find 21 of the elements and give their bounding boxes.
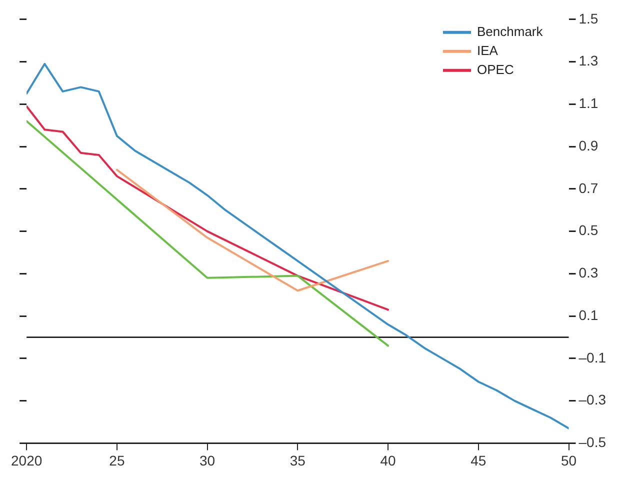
y-tick-label: 1.5 xyxy=(578,10,598,26)
x-tick-label: 35 xyxy=(290,452,306,468)
x-tick-label: 30 xyxy=(200,452,216,468)
y-tick-label: –0.3 xyxy=(578,392,606,408)
y-tick-label: 0.9 xyxy=(578,137,598,154)
x-tick-label: 2020 xyxy=(10,452,42,468)
x-tick-label: 40 xyxy=(380,452,396,468)
y-tick-label: 1.3 xyxy=(578,52,598,69)
x-tick-label: 50 xyxy=(560,452,577,468)
legend-label: IEA xyxy=(477,42,498,58)
y-tick-label: 0.3 xyxy=(578,264,598,281)
legend-label: Benchmark xyxy=(477,24,544,39)
x-tick-label: 45 xyxy=(470,452,486,468)
y-tick-label: 0.5 xyxy=(578,222,598,238)
y-tick-label: 0.7 xyxy=(578,180,598,196)
x-tick-label: 25 xyxy=(109,452,125,468)
legend-label: OPEC xyxy=(477,62,514,77)
y-tick-label: 1.1 xyxy=(578,95,598,112)
y-tick-label: –0.5 xyxy=(578,434,606,450)
y-tick-label: –0.1 xyxy=(578,349,606,366)
y-tick-label: 0.1 xyxy=(578,306,598,323)
